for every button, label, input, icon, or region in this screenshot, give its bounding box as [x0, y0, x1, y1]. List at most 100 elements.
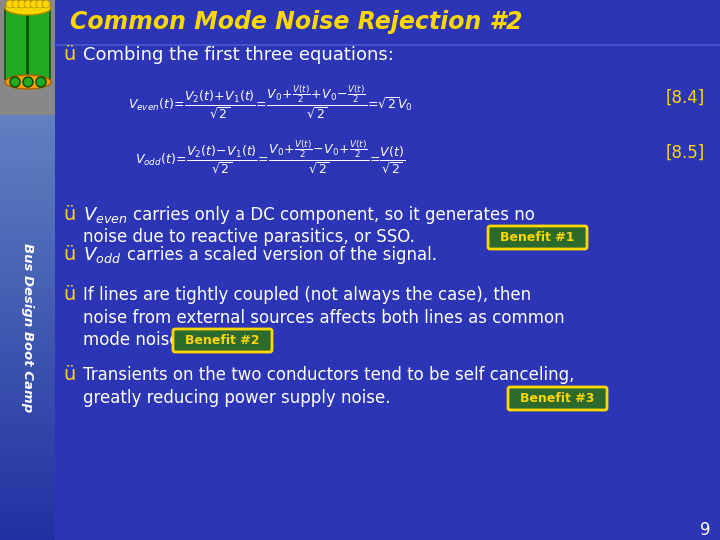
Polygon shape [0, 274, 55, 280]
Polygon shape [0, 402, 55, 407]
Polygon shape [0, 322, 55, 327]
Polygon shape [0, 471, 55, 476]
Polygon shape [0, 343, 55, 349]
Polygon shape [0, 460, 55, 465]
FancyBboxPatch shape [5, 7, 27, 81]
Polygon shape [0, 428, 55, 434]
Polygon shape [0, 136, 55, 141]
Polygon shape [0, 242, 55, 248]
Polygon shape [0, 497, 55, 503]
Polygon shape [0, 455, 55, 460]
Circle shape [24, 0, 32, 8]
Polygon shape [0, 248, 55, 253]
FancyBboxPatch shape [508, 387, 607, 410]
Polygon shape [0, 482, 55, 487]
Text: Benefit #2: Benefit #2 [185, 334, 260, 347]
Text: Benefit #3: Benefit #3 [521, 392, 595, 405]
Polygon shape [0, 535, 55, 540]
Polygon shape [0, 354, 55, 360]
Polygon shape [0, 386, 55, 391]
Text: Common Mode Noise Rejection #2: Common Mode Noise Rejection #2 [70, 10, 523, 35]
Text: ü: ü [63, 246, 76, 265]
Text: greatly reducing power supply noise.: greatly reducing power supply noise. [83, 389, 390, 407]
Polygon shape [0, 370, 55, 375]
Text: noise due to reactive parasitics, or SSO.: noise due to reactive parasitics, or SSO… [83, 228, 415, 246]
Text: $V_{odd}(t)\!=\!\dfrac{V_2(t)\!-\!V_1(t)}{\sqrt{2}}\!=\!\dfrac{V_0\!+\!\frac{V(t: $V_{odd}(t)\!=\!\dfrac{V_2(t)\!-\!V_1(t)… [135, 139, 405, 176]
Polygon shape [0, 253, 55, 259]
Circle shape [30, 0, 38, 8]
Polygon shape [0, 221, 55, 227]
Polygon shape [0, 423, 55, 428]
Polygon shape [0, 200, 55, 205]
Polygon shape [0, 418, 55, 423]
Polygon shape [0, 306, 55, 312]
Polygon shape [0, 381, 55, 386]
Polygon shape [0, 211, 55, 216]
Bar [55, 0, 720, 45]
Polygon shape [0, 264, 55, 269]
Polygon shape [0, 413, 55, 418]
Bar [0, 0, 55, 115]
Polygon shape [0, 312, 55, 317]
Polygon shape [0, 259, 55, 264]
Polygon shape [0, 291, 55, 295]
Text: [8.4]: [8.4] [666, 89, 705, 107]
Circle shape [36, 77, 46, 87]
Polygon shape [0, 476, 55, 482]
Text: ü: ü [63, 366, 76, 384]
Polygon shape [0, 227, 55, 232]
Polygon shape [0, 115, 55, 120]
Text: Bus Design Boot Camp: Bus Design Boot Camp [21, 243, 34, 412]
Text: Benefit #1: Benefit #1 [500, 231, 575, 244]
Polygon shape [0, 295, 55, 301]
Ellipse shape [5, 1, 51, 15]
FancyBboxPatch shape [488, 226, 587, 249]
Polygon shape [0, 179, 55, 184]
Polygon shape [0, 364, 55, 370]
Polygon shape [0, 152, 55, 158]
Polygon shape [0, 232, 55, 237]
Circle shape [18, 0, 26, 8]
FancyBboxPatch shape [173, 329, 272, 352]
Polygon shape [0, 131, 55, 136]
Text: ü: ü [63, 206, 76, 225]
Polygon shape [0, 205, 55, 211]
Polygon shape [0, 184, 55, 190]
Polygon shape [0, 216, 55, 221]
Polygon shape [0, 529, 55, 535]
Polygon shape [0, 147, 55, 152]
Polygon shape [0, 158, 55, 163]
Text: If lines are tightly coupled (not always the case), then: If lines are tightly coupled (not always… [83, 286, 531, 304]
Polygon shape [0, 407, 55, 413]
Polygon shape [0, 163, 55, 168]
Polygon shape [0, 465, 55, 471]
Polygon shape [0, 141, 55, 147]
Polygon shape [0, 434, 55, 439]
Polygon shape [0, 519, 55, 524]
Text: $\mathit{V_{even}}$: $\mathit{V_{even}}$ [83, 205, 127, 225]
Text: noise from external sources affects both lines as common: noise from external sources affects both… [83, 309, 564, 327]
Polygon shape [0, 338, 55, 343]
Polygon shape [0, 524, 55, 529]
Polygon shape [0, 168, 55, 173]
Text: $\mathit{V_{odd}}$: $\mathit{V_{odd}}$ [83, 245, 121, 265]
Polygon shape [0, 503, 55, 508]
Polygon shape [0, 126, 55, 131]
Polygon shape [0, 349, 55, 354]
Polygon shape [0, 444, 55, 450]
Circle shape [42, 0, 50, 8]
Polygon shape [0, 280, 55, 285]
Polygon shape [0, 327, 55, 333]
Circle shape [36, 0, 44, 8]
Polygon shape [0, 508, 55, 514]
Circle shape [6, 0, 14, 8]
Polygon shape [0, 360, 55, 365]
Text: carries a scaled version of the signal.: carries a scaled version of the signal. [127, 246, 437, 264]
Polygon shape [0, 190, 55, 195]
Polygon shape [0, 269, 55, 274]
Polygon shape [0, 301, 55, 306]
Text: 9: 9 [700, 521, 710, 539]
Text: mode noise.: mode noise. [83, 331, 185, 349]
Text: Combing the first three equations:: Combing the first three equations: [83, 46, 394, 64]
Polygon shape [0, 317, 55, 322]
